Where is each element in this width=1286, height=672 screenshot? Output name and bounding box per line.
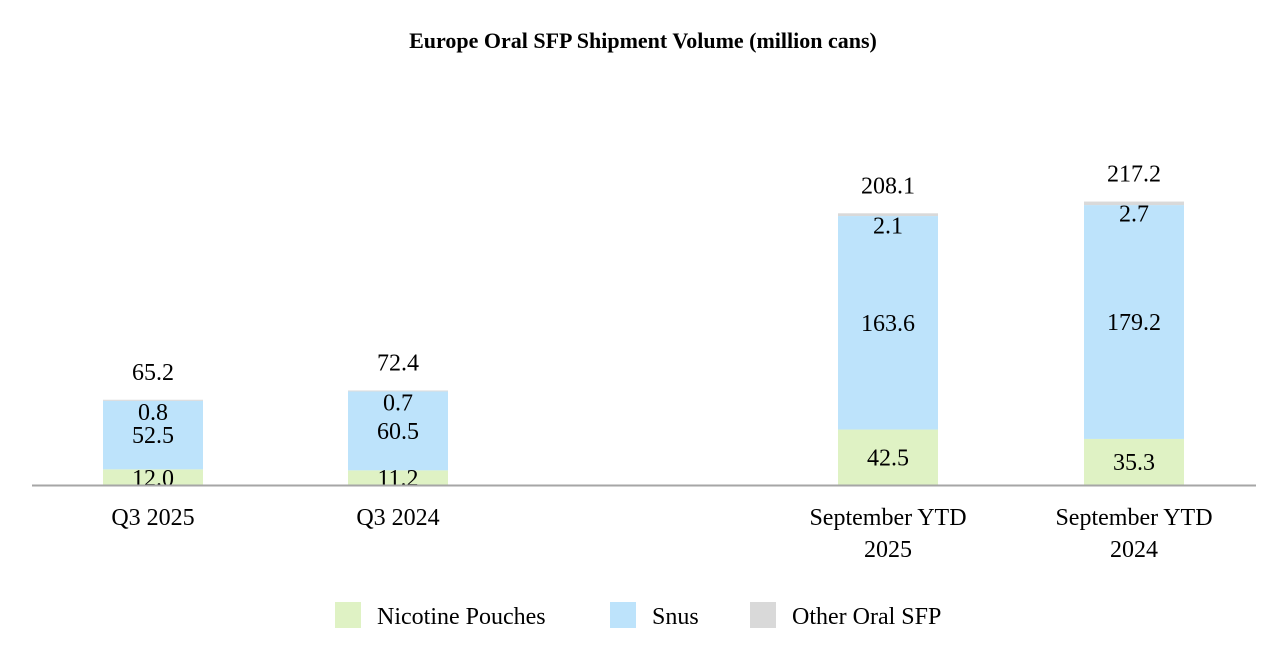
bar-segment-other-oral-sfp-1 [348,390,448,392]
category-label-1-0: Q3 2024 [356,505,439,531]
category-label-0-0: Q3 2025 [111,505,194,531]
category-label-2-1: 2025 [864,537,912,563]
total-label-1: 72.4 [377,351,419,377]
legend-swatch-nicotine-pouches [335,602,361,628]
data-label-other-oral-sfp-2: 2.1 [873,213,903,239]
data-label-nicotine-pouches-1: 11.2 [377,466,418,492]
data-label-nicotine-pouches-0: 12.0 [132,466,174,492]
category-label-3-0: September YTD [1055,505,1212,531]
bar-segment-snus-1 [348,391,448,471]
legend-label-other-oral-sfp: Other Oral SFP [792,604,941,630]
total-label-0: 65.2 [132,360,174,386]
data-label-other-oral-sfp-0: 0.8 [138,400,168,426]
data-label-nicotine-pouches-2: 42.5 [867,445,909,471]
bars-layer [103,201,1184,485]
bar-segment-other-oral-sfp-3 [1084,201,1184,206]
data-label-other-oral-sfp-3: 2.7 [1119,202,1149,228]
total-label-2: 208.1 [861,173,915,199]
total-label-3: 217.2 [1107,162,1161,188]
legend-swatch-other-oral-sfp [750,602,776,628]
legend: Nicotine Pouches Snus Other Oral SFP [335,602,941,630]
legend-label-snus: Snus [652,604,699,630]
chart-title: Europe Oral SFP Shipment Volume (million… [409,28,877,53]
bar-segment-nicotine-pouches-2 [838,429,938,485]
bar-segment-nicotine-pouches-1 [348,470,448,485]
category-label-3-1: 2024 [1110,537,1158,563]
data-label-snus-3: 179.2 [1107,310,1161,336]
bar-segment-snus-2 [838,216,938,430]
legend-swatch-snus [610,602,636,628]
bar-segment-other-oral-sfp-0 [103,399,203,401]
bar-segment-other-oral-sfp-2 [838,213,938,217]
bar-segment-snus-0 [103,400,203,470]
category-label-2-0: September YTD [809,505,966,531]
data-label-nicotine-pouches-3: 35.3 [1113,450,1155,476]
labels-layer: 12.0 52.50.8 65.2 11.2 60.50.7 72.4 42.5 163.6 2… [132,162,1161,492]
bar-segment-snus-3 [1084,205,1184,439]
data-label-other-oral-sfp-1: 0.7 [383,391,413,417]
bar-segment-nicotine-pouches-3 [1084,438,1184,485]
legend-label-nicotine-pouches: Nicotine Pouches [377,604,546,630]
bar-segment-nicotine-pouches-0 [103,469,203,485]
category-labels: Q3 2025 Q3 2024 September YTD 2025 September… [111,505,1212,563]
data-label-snus-0: 52.5 [132,423,174,449]
data-label-snus-2: 163.6 [861,311,915,337]
data-label-snus-1: 60.5 [377,419,419,445]
